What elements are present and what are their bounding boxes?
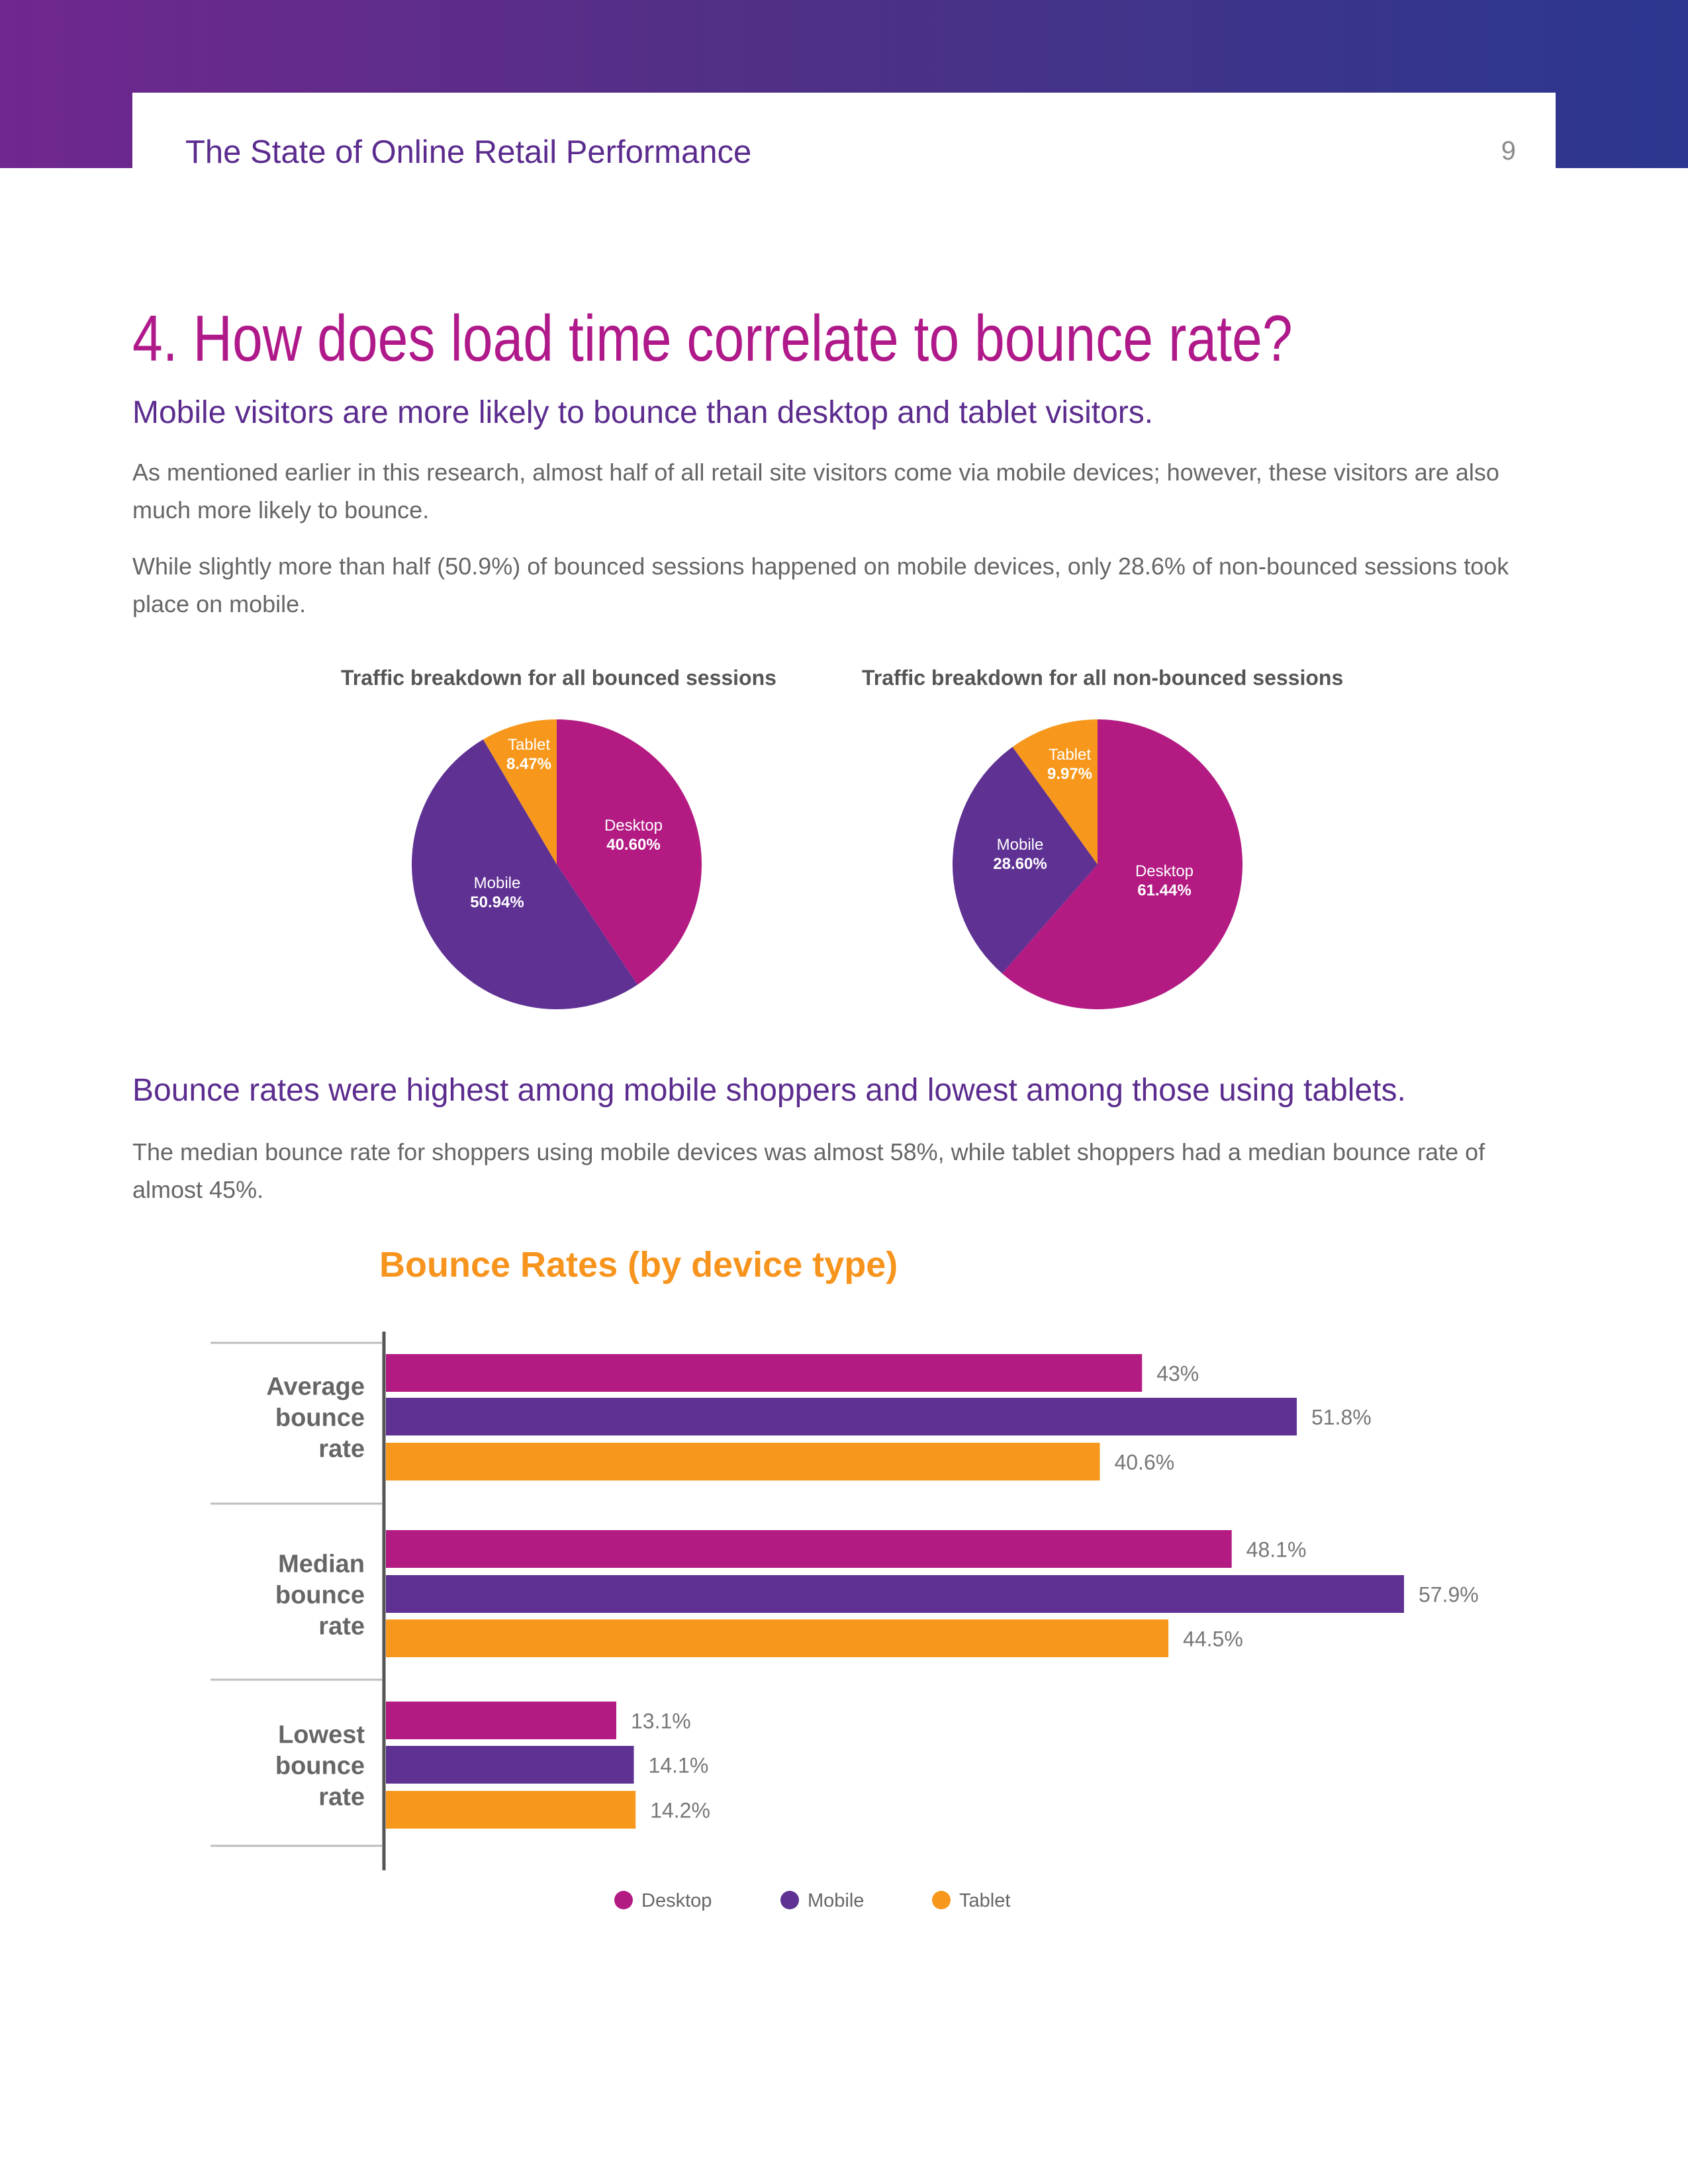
bar-chart-title: Bounce Rates (by device type) xyxy=(379,1245,898,1285)
pie-slice-desktop xyxy=(1002,719,1243,1009)
bar-mobile xyxy=(386,1746,634,1784)
bar-desktop xyxy=(386,1530,1232,1568)
legend-label-tablet: Tablet xyxy=(959,1890,1010,1911)
slice-value-desktop: 40.60% xyxy=(606,836,660,854)
category-label: rate xyxy=(318,1784,365,1811)
category-label: bounce xyxy=(275,1404,365,1432)
bar-mobile xyxy=(386,1575,1404,1613)
legend-marker-desktop xyxy=(614,1891,633,1909)
pie-slice-mobile xyxy=(953,747,1098,974)
slice-value-tablet: 9.97% xyxy=(1047,765,1092,783)
slice-label-tablet: Tablet xyxy=(1049,746,1091,764)
pie1-title: Traffic breakdown for all bounced sessio… xyxy=(341,666,776,690)
bar-value-label: 43% xyxy=(1156,1362,1199,1386)
bar-tablet xyxy=(386,1791,636,1829)
slice-value-desktop: 61.44% xyxy=(1137,882,1191,899)
page-header: The State of Online Retail Performance 9 xyxy=(132,93,1556,212)
pie-slice-mobile xyxy=(412,739,638,1009)
legend-marker-tablet xyxy=(932,1891,951,1909)
bar-value-label: 51.8% xyxy=(1311,1406,1372,1430)
bar-value-label: 57.9% xyxy=(1419,1583,1479,1607)
pie-slice-tablet xyxy=(483,719,557,864)
slice-label-tablet: Tablet xyxy=(508,736,550,754)
bar-value-label: 14.1% xyxy=(649,1754,709,1778)
pie2-title: Traffic breakdown for all non-bounced se… xyxy=(862,666,1344,690)
bar-value-label: 44.5% xyxy=(1183,1627,1243,1651)
paragraph-bounced-sessions: While slightly more than half (50.9%) of… xyxy=(132,553,1509,617)
slice-label-desktop: Desktop xyxy=(1135,862,1194,880)
slice-label-mobile: Mobile xyxy=(997,836,1044,854)
category-label: Lowest xyxy=(278,1721,365,1749)
slice-value-tablet: 8.47% xyxy=(506,755,551,773)
pie-slice-desktop xyxy=(557,719,702,985)
slice-value-mobile: 50.94% xyxy=(470,893,524,911)
subheading-bounce-rates: Bounce rates were highest among mobile s… xyxy=(132,1073,1406,1108)
bar-desktop xyxy=(386,1702,616,1739)
bar-chart: 43% 51.8% 40.6% Average bounce rate 48.1% 57.9%… xyxy=(211,1332,1479,1911)
bar-value-label: 13.1% xyxy=(631,1709,691,1733)
legend-marker-mobile xyxy=(780,1891,799,1909)
subheading-mobile-bounce: Mobile visitors are more likely to bounc… xyxy=(132,395,1154,430)
page-number: 9 xyxy=(1501,136,1516,165)
category-label: Median xyxy=(278,1551,365,1578)
section-heading: 4. How does load time correlate to bounc… xyxy=(132,302,1293,375)
category-label: bounce xyxy=(275,1582,365,1610)
bar-value-label: 48.1% xyxy=(1246,1538,1307,1562)
category-label: bounce xyxy=(275,1752,365,1780)
legend-label-mobile: Mobile xyxy=(808,1890,864,1911)
slice-label-desktop: Desktop xyxy=(604,817,663,835)
legend-label-desktop: Desktop xyxy=(641,1890,712,1911)
document-title: The State of Online Retail Performance xyxy=(185,134,752,170)
bar-tablet xyxy=(386,1443,1100,1480)
slice-value-mobile: 28.60% xyxy=(993,855,1047,873)
category-label: Average xyxy=(266,1373,365,1401)
slice-label-mobile: Mobile xyxy=(474,874,521,892)
bar-mobile xyxy=(386,1398,1297,1435)
paragraph-intro: As mentioned earlier in this research, a… xyxy=(132,459,1499,523)
bar-tablet xyxy=(386,1619,1169,1657)
pie-slice-tablet xyxy=(1012,719,1098,864)
paragraph-median: The median bounce rate for shoppers usin… xyxy=(132,1138,1485,1203)
bar-value-label: 40.6% xyxy=(1114,1451,1174,1475)
bar-desktop xyxy=(386,1354,1143,1392)
category-label: rate xyxy=(318,1435,365,1463)
category-label: rate xyxy=(318,1613,365,1641)
bar-value-label: 14.2% xyxy=(650,1799,710,1823)
